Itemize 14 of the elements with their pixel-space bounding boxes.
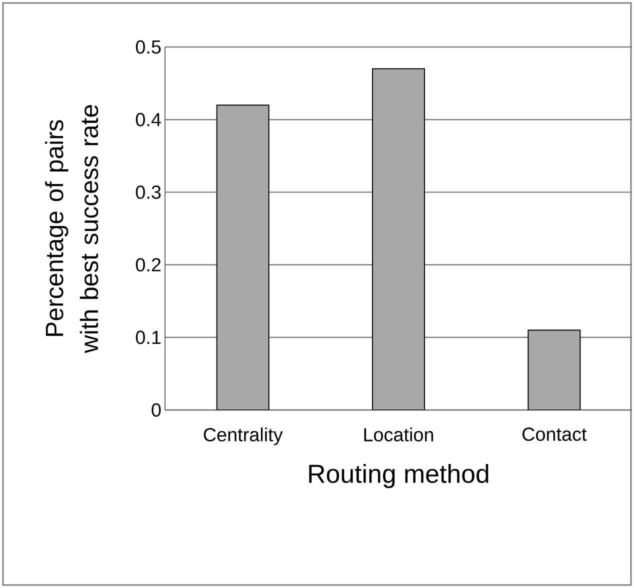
y-tick-label: 0.1 (136, 330, 161, 344)
bar (372, 68, 426, 410)
y-tick-label: 0.5 (136, 40, 161, 54)
x-tick-label: Contact (522, 428, 587, 441)
y-tick-label: 0.2 (136, 258, 161, 272)
y-tick-label: 0 (152, 403, 161, 417)
x-tick-label: Centrality (204, 428, 283, 446)
y-axis-title: Percentage of pairs with best success rate (45, 105, 98, 354)
bar (216, 104, 270, 410)
y-tick-label: 0.4 (136, 112, 161, 126)
x-axis-title: Routing method (309, 464, 488, 488)
x-tick-label: Location (364, 428, 434, 442)
y-tick-label: 0.3 (136, 185, 161, 199)
bar (528, 330, 581, 410)
